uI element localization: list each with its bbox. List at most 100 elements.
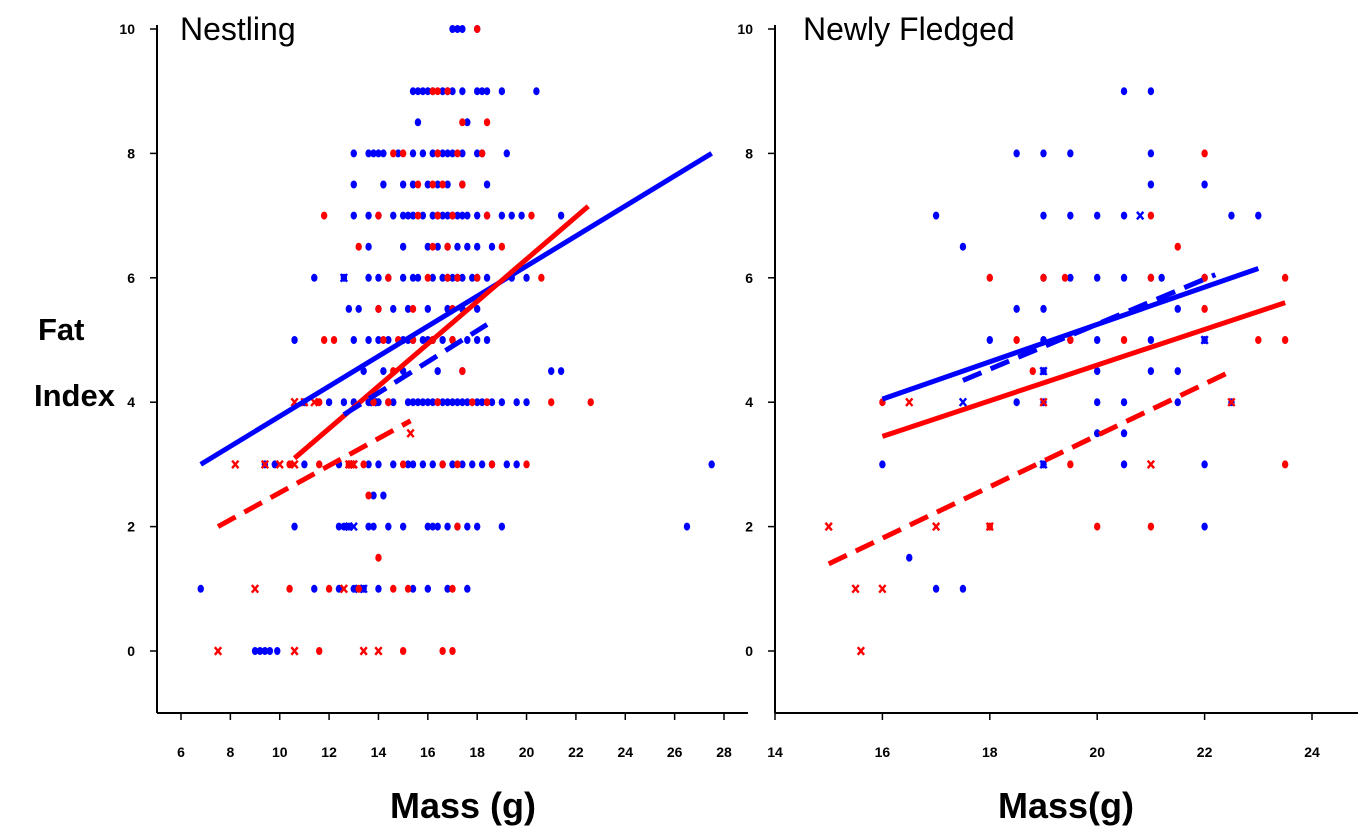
series-4 xyxy=(824,397,1236,656)
data-point-stroke xyxy=(339,273,349,283)
data-point xyxy=(1094,398,1101,407)
data-point xyxy=(1013,149,1020,158)
data-point xyxy=(464,398,471,407)
series-1 xyxy=(197,25,715,655)
data-point xyxy=(1120,273,1128,282)
data-point xyxy=(473,304,481,313)
x-tick-label: 24 xyxy=(1304,744,1320,760)
data-point xyxy=(380,367,387,376)
data-point xyxy=(399,149,407,158)
solid-trend-line-2 xyxy=(292,204,590,461)
data-point xyxy=(429,273,436,282)
data-point xyxy=(464,584,471,593)
data-point xyxy=(439,180,446,189)
data-point xyxy=(399,242,407,251)
data-point-stroke xyxy=(339,584,349,594)
data-point xyxy=(404,304,412,313)
data-point xyxy=(414,118,422,127)
x-tick-label: 24 xyxy=(617,744,633,760)
data-point xyxy=(1120,211,1128,220)
data-point-stroke xyxy=(905,397,914,407)
data-point xyxy=(454,149,461,158)
data-point xyxy=(932,584,940,593)
data-point xyxy=(1281,336,1289,344)
data-point xyxy=(483,273,491,282)
data-point xyxy=(1013,398,1020,407)
data-point xyxy=(483,87,491,96)
data-point-x xyxy=(1039,397,1048,407)
data-point xyxy=(409,304,417,313)
data-point xyxy=(365,491,372,500)
data-point xyxy=(1040,273,1047,282)
dashed-trend-line-3 xyxy=(961,272,1217,383)
data-point xyxy=(320,336,328,344)
data-point xyxy=(498,522,506,531)
data-point-x xyxy=(1039,459,1048,469)
data-point xyxy=(375,273,382,282)
y-tick-label: 2 xyxy=(127,519,135,535)
data-point xyxy=(478,398,486,407)
data-point xyxy=(311,273,318,282)
data-point xyxy=(1201,149,1208,158)
data-point xyxy=(439,460,446,469)
data-point-x xyxy=(290,459,299,469)
data-point xyxy=(449,584,456,593)
x-tick-label: 14 xyxy=(371,744,387,760)
data-point xyxy=(444,584,451,593)
data-point xyxy=(286,584,293,593)
data-point xyxy=(454,522,461,531)
data-point xyxy=(409,460,417,469)
data-point xyxy=(390,149,397,158)
data-point-x xyxy=(1200,335,1209,345)
data-point xyxy=(1094,522,1101,531)
data-point xyxy=(1094,367,1101,376)
data-point xyxy=(409,149,417,158)
data-point xyxy=(251,647,259,655)
x-tick-label: 20 xyxy=(519,744,535,760)
data-point xyxy=(454,273,461,282)
data-point xyxy=(439,211,446,220)
data-point-stroke xyxy=(347,459,356,469)
data-point xyxy=(1120,398,1128,407)
data-point xyxy=(370,522,377,531)
data-point xyxy=(434,87,441,96)
data-point xyxy=(444,211,451,220)
data-point xyxy=(404,584,412,593)
series-3 xyxy=(879,149,1289,531)
data-point xyxy=(380,149,387,158)
data-point xyxy=(375,460,382,469)
data-point-x xyxy=(275,459,284,469)
data-point-stroke xyxy=(374,646,383,656)
data-point xyxy=(424,304,432,313)
data-point xyxy=(375,398,382,407)
data-point-x xyxy=(347,459,356,469)
data-point-stroke xyxy=(1227,397,1236,407)
data-point xyxy=(1147,522,1155,531)
data-point-stroke xyxy=(851,584,860,594)
data-point xyxy=(498,211,506,220)
x-tick-label: 16 xyxy=(420,744,436,760)
data-point xyxy=(375,304,382,313)
data-point xyxy=(414,273,422,282)
data-point xyxy=(548,367,555,376)
data-point xyxy=(478,149,486,158)
data-point xyxy=(1174,242,1181,251)
data-point xyxy=(473,336,481,344)
data-point xyxy=(518,211,525,220)
data-point xyxy=(274,647,281,655)
data-point xyxy=(380,336,387,344)
data-point xyxy=(483,211,491,220)
data-point xyxy=(1061,273,1069,282)
data-point xyxy=(986,336,993,344)
data-point xyxy=(365,211,372,220)
y-tick-label: 8 xyxy=(745,145,753,161)
data-point xyxy=(488,242,496,251)
x-tick-label: 22 xyxy=(1197,744,1213,760)
data-point-stroke xyxy=(1200,335,1209,345)
data-point xyxy=(380,180,387,189)
data-point xyxy=(587,398,594,407)
data-point xyxy=(429,211,436,220)
data-point xyxy=(459,149,466,158)
data-point xyxy=(444,180,451,189)
